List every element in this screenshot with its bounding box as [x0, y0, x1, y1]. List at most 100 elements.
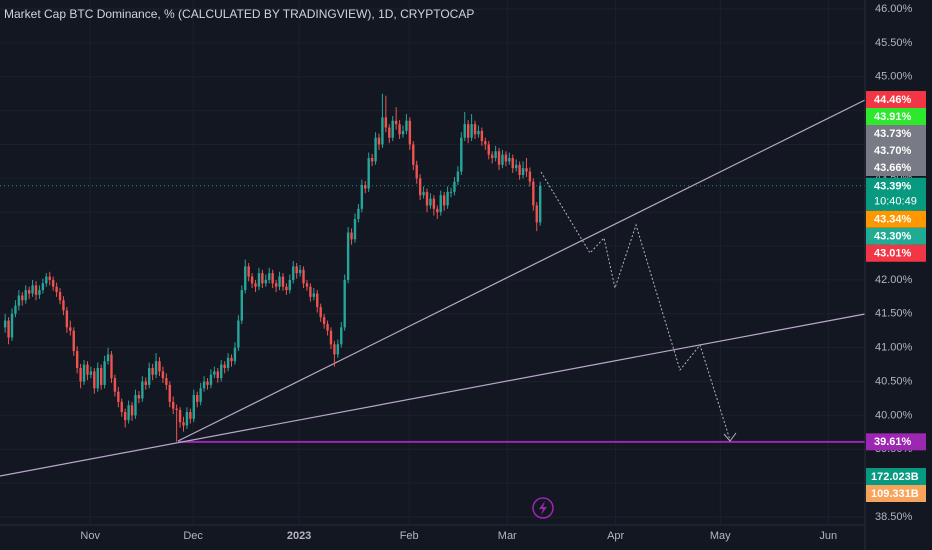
price-labels: 44.46% 43.91% 43.73% 43.70% 43.66% 43.39% 10:4…: [866, 90, 926, 502]
candle-body: [165, 378, 168, 385]
trend-line: [177, 99, 866, 442]
candle-body: [353, 218, 357, 240]
candle-body: [154, 361, 158, 375]
candle-body: [504, 154, 508, 162]
price-label: 43.39%: [874, 181, 912, 193]
candle-body: [206, 381, 209, 385]
candle-body: [425, 191, 429, 206]
candle-body: [10, 313, 14, 338]
candle-body: [384, 117, 388, 128]
candle-body: [442, 195, 446, 206]
price-label: 43.30%: [874, 231, 912, 243]
candle-body: [497, 151, 501, 165]
volume-label: 109.331B: [871, 488, 919, 500]
candle-body: [264, 279, 268, 284]
candle-body: [278, 276, 281, 287]
candle-body: [439, 195, 442, 213]
candle-body: [7, 320, 10, 338]
candle-body: [292, 266, 295, 280]
y-tick-label: 45.50%: [875, 37, 913, 49]
candle-body: [477, 130, 480, 135]
candle-body: [374, 137, 377, 162]
candle-body: [480, 130, 484, 142]
candle-body: [364, 185, 367, 189]
candle-body: [271, 273, 274, 284]
volume-label: 172.023B: [871, 471, 919, 483]
candle-body: [298, 269, 302, 274]
candle-body: [182, 422, 185, 426]
candle-body: [394, 120, 398, 125]
candle-body: [21, 295, 24, 301]
candle-body: [285, 286, 288, 291]
candle-body: [460, 137, 463, 172]
candle-body: [86, 364, 89, 375]
candle-body: [501, 154, 504, 165]
y-tick-label: 40.00%: [875, 409, 913, 421]
x-tick-label: Nov: [80, 530, 100, 542]
candle-body: [436, 208, 439, 213]
candle-body: [151, 367, 154, 375]
x-tick-label: Apr: [607, 530, 624, 542]
candle-body: [141, 381, 144, 399]
x-tick-label: 2023: [287, 530, 311, 542]
price-label-box: [866, 90, 926, 108]
candle-body: [192, 395, 195, 419]
price-label-box: [866, 141, 926, 159]
candle-body: [494, 151, 497, 159]
candle-body: [257, 273, 261, 287]
candle-body: [340, 327, 343, 345]
candle-body: [532, 181, 535, 206]
candle-body: [38, 290, 41, 295]
candle-body: [147, 367, 151, 385]
candle-body: [398, 124, 401, 135]
candle-body: [412, 144, 415, 165]
price-label-box: [866, 177, 926, 211]
candle-body: [508, 158, 511, 162]
candle-body: [463, 124, 466, 138]
candle-body: [360, 185, 364, 209]
candle-body: [429, 198, 432, 206]
candle-body: [511, 158, 514, 169]
candle-body: [51, 279, 55, 287]
candle-body: [41, 283, 45, 291]
countdown: 10:40:49: [874, 196, 917, 208]
grid: [0, 185, 865, 443]
candle-body: [528, 171, 532, 182]
candle-body: [93, 371, 96, 389]
trend-line: [0, 313, 866, 477]
candle-body: [96, 367, 99, 389]
price-label-box: [866, 124, 926, 142]
candle-body: [254, 283, 257, 287]
candle-body: [202, 381, 206, 389]
candle-body: [274, 283, 278, 287]
price-label-box: [866, 107, 926, 125]
candle-body: [103, 361, 106, 385]
candle-body: [3, 320, 7, 328]
candle-body: [113, 378, 117, 392]
price-label: 43.34%: [874, 214, 912, 226]
candle-body: [281, 276, 285, 287]
candle-body: [268, 273, 271, 280]
candles: [3, 93, 542, 442]
candle-body: [17, 295, 21, 306]
price-label-box: [866, 433, 926, 451]
candle-body: [432, 198, 436, 209]
candle-body: [237, 320, 240, 348]
candle-body: [388, 127, 391, 138]
candle-body: [525, 168, 528, 172]
candle-body: [449, 191, 453, 193]
x-tick-label: Dec: [183, 530, 203, 542]
candle-body: [216, 371, 219, 379]
candle-body: [199, 388, 202, 402]
candle-body: [346, 232, 350, 280]
candle-body: [27, 290, 31, 294]
candle-body: [106, 354, 110, 362]
replay-icon[interactable]: [532, 497, 554, 519]
candle-body: [514, 164, 518, 169]
candle-body: [370, 158, 374, 162]
candle-body: [31, 285, 34, 294]
candle-body: [14, 305, 17, 314]
candle-body: [62, 300, 65, 311]
price-label-box: [866, 158, 926, 176]
